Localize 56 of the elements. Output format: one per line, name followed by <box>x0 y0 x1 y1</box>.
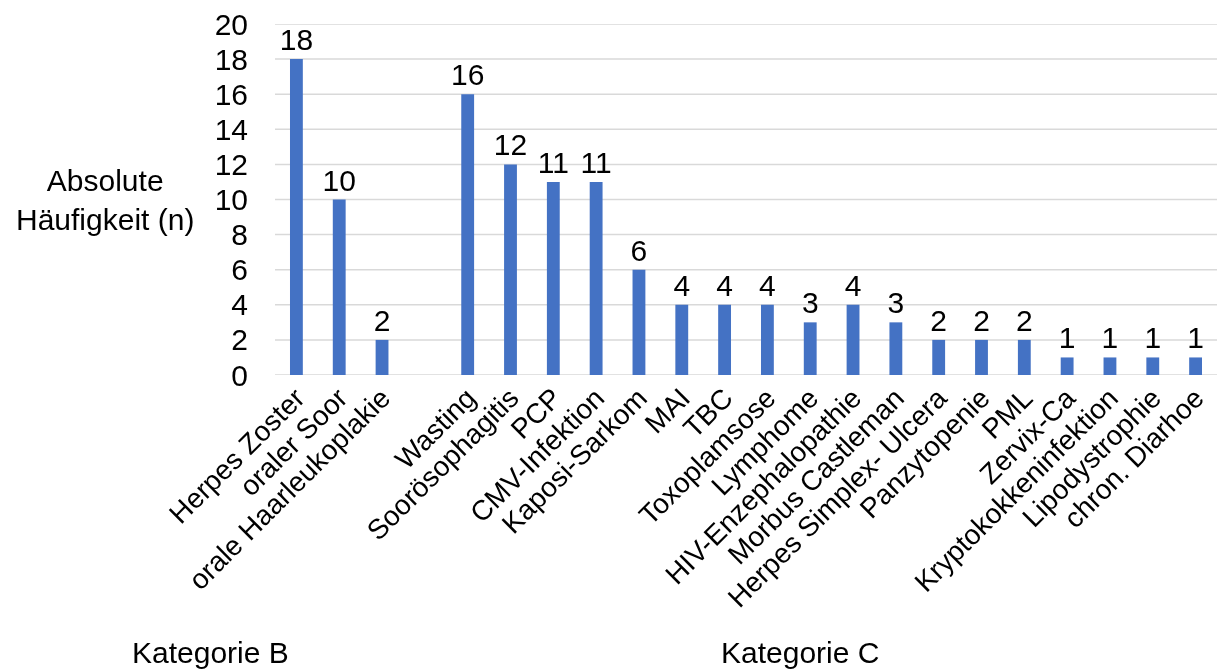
data-label: 12 <box>493 128 528 162</box>
y-tick-label: 2 <box>231 323 248 357</box>
data-label: 11 <box>580 145 612 179</box>
y-tick-label: 14 <box>214 112 248 146</box>
bar <box>632 269 646 375</box>
data-label: 3 <box>801 286 819 320</box>
data-label: 11 <box>537 145 569 179</box>
y-tick-label: 20 <box>214 7 248 41</box>
bar <box>975 339 988 375</box>
data-label: 2 <box>973 303 990 337</box>
bar <box>332 199 346 375</box>
bar <box>289 59 303 375</box>
y-tick-label: 4 <box>231 288 248 322</box>
y-tick-label: 6 <box>231 253 248 287</box>
bar <box>1103 357 1117 375</box>
bar <box>1189 357 1203 375</box>
data-label: 2 <box>373 303 391 337</box>
data-label: 10 <box>322 163 356 197</box>
bar <box>461 94 475 375</box>
data-label: 6 <box>630 233 648 267</box>
y-tick-label: 12 <box>214 147 248 181</box>
y-tick-label: 8 <box>231 218 248 252</box>
bar <box>803 322 817 375</box>
data-label: 4 <box>716 268 733 302</box>
y-axis-title: Absolute Häufigkeit (n) <box>16 164 195 236</box>
data-label: 3 <box>887 286 905 320</box>
y-tick-label: 18 <box>214 42 248 76</box>
bar <box>718 304 732 375</box>
bar <box>760 304 774 375</box>
bar <box>504 164 517 375</box>
bar <box>846 304 860 375</box>
bar <box>589 181 603 375</box>
bar <box>675 304 689 375</box>
data-label: 1 <box>1101 321 1119 355</box>
data-label: 1 <box>1187 321 1204 355</box>
data-label: 1 <box>1058 321 1076 355</box>
bar <box>932 339 946 375</box>
data-label: 4 <box>759 268 776 302</box>
data-label: 4 <box>673 268 691 302</box>
bar <box>375 339 389 375</box>
text: Kategorie C <box>721 636 880 669</box>
y-tick-label: 10 <box>214 183 248 216</box>
data-label: 18 <box>279 23 314 57</box>
data-label: 16 <box>450 58 485 92</box>
bar <box>1060 357 1074 375</box>
y-tick-label: 16 <box>214 77 248 111</box>
text: Kategorie B <box>132 636 289 669</box>
data-label: 2 <box>1015 303 1033 337</box>
bar <box>546 181 560 375</box>
y-tick-label: 0 <box>231 358 248 392</box>
bar <box>1017 339 1031 375</box>
data-label: 1 <box>1144 321 1162 355</box>
bar <box>1146 357 1160 375</box>
bar <box>889 322 903 375</box>
data-label: 4 <box>844 268 862 302</box>
data-label: 2 <box>930 303 948 337</box>
